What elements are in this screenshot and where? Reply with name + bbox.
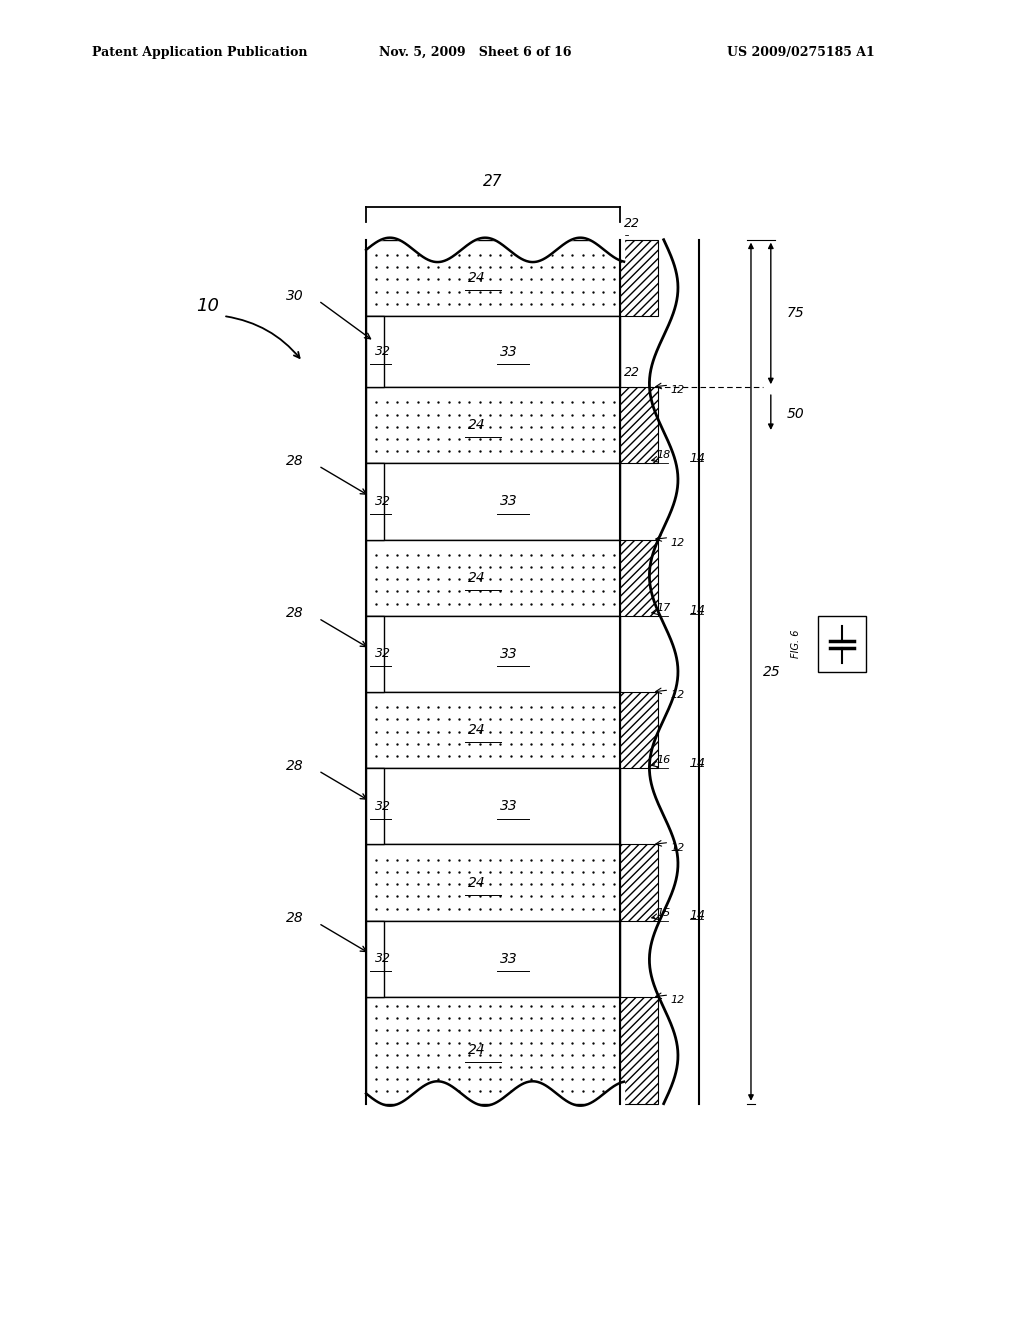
Text: 33: 33 <box>500 345 518 359</box>
Bar <box>620 540 658 615</box>
Bar <box>367 315 384 387</box>
Text: 32: 32 <box>375 495 391 508</box>
Bar <box>367 615 384 692</box>
Bar <box>367 240 621 315</box>
Text: 75: 75 <box>786 306 805 321</box>
Bar <box>367 768 384 845</box>
Text: Nov. 5, 2009   Sheet 6 of 16: Nov. 5, 2009 Sheet 6 of 16 <box>379 46 571 59</box>
Text: 33: 33 <box>500 952 518 966</box>
Text: 14: 14 <box>690 605 706 618</box>
Text: US 2009/0275185 A1: US 2009/0275185 A1 <box>727 46 874 59</box>
Text: 32: 32 <box>375 345 391 358</box>
Bar <box>367 540 621 615</box>
Text: 22: 22 <box>624 216 640 230</box>
Text: 24: 24 <box>468 723 486 737</box>
Bar <box>620 692 658 768</box>
Text: 50: 50 <box>786 408 805 421</box>
Bar <box>367 315 621 387</box>
Bar <box>367 921 621 997</box>
Text: 24: 24 <box>468 875 486 890</box>
Bar <box>367 692 621 768</box>
Text: 24: 24 <box>468 570 486 585</box>
Text: 28: 28 <box>286 606 303 620</box>
Text: 12: 12 <box>670 995 684 1005</box>
Text: 12: 12 <box>670 842 684 853</box>
Bar <box>620 387 658 463</box>
Text: FIG. 6: FIG. 6 <box>791 630 801 659</box>
Bar <box>367 845 621 921</box>
Text: 33: 33 <box>500 800 518 813</box>
Text: 12: 12 <box>670 537 684 548</box>
Bar <box>367 463 621 540</box>
Bar <box>367 615 621 692</box>
Text: Patent Application Publication: Patent Application Publication <box>92 46 307 59</box>
Bar <box>367 463 384 540</box>
Text: 28: 28 <box>286 911 303 925</box>
Text: 18: 18 <box>656 450 671 461</box>
Bar <box>367 921 384 997</box>
Text: 14: 14 <box>690 909 706 923</box>
Text: 25: 25 <box>763 665 780 678</box>
Text: 28: 28 <box>286 454 303 467</box>
Text: 17: 17 <box>656 603 671 612</box>
Bar <box>620 997 658 1104</box>
Bar <box>620 845 658 921</box>
Text: 33: 33 <box>500 495 518 508</box>
Text: 27: 27 <box>483 174 503 189</box>
Text: 32: 32 <box>375 800 391 813</box>
Text: 32: 32 <box>375 647 391 660</box>
Text: 14: 14 <box>690 756 706 770</box>
Text: 12: 12 <box>670 385 684 395</box>
Text: 12: 12 <box>670 690 684 700</box>
Text: 33: 33 <box>500 647 518 661</box>
Text: 24: 24 <box>468 1043 486 1057</box>
Text: 24: 24 <box>468 271 486 285</box>
Bar <box>620 240 658 315</box>
Bar <box>367 768 621 845</box>
Bar <box>818 615 866 672</box>
Text: 14: 14 <box>690 451 706 465</box>
Text: 24: 24 <box>468 418 486 432</box>
Text: 32: 32 <box>375 952 391 965</box>
Text: 30: 30 <box>286 289 303 302</box>
Text: 22: 22 <box>624 366 640 379</box>
Text: 16: 16 <box>656 755 671 766</box>
Text: 28: 28 <box>286 759 303 772</box>
Text: 15: 15 <box>656 908 671 917</box>
Bar <box>367 997 621 1104</box>
Text: 10: 10 <box>196 297 219 314</box>
Bar <box>367 387 621 463</box>
